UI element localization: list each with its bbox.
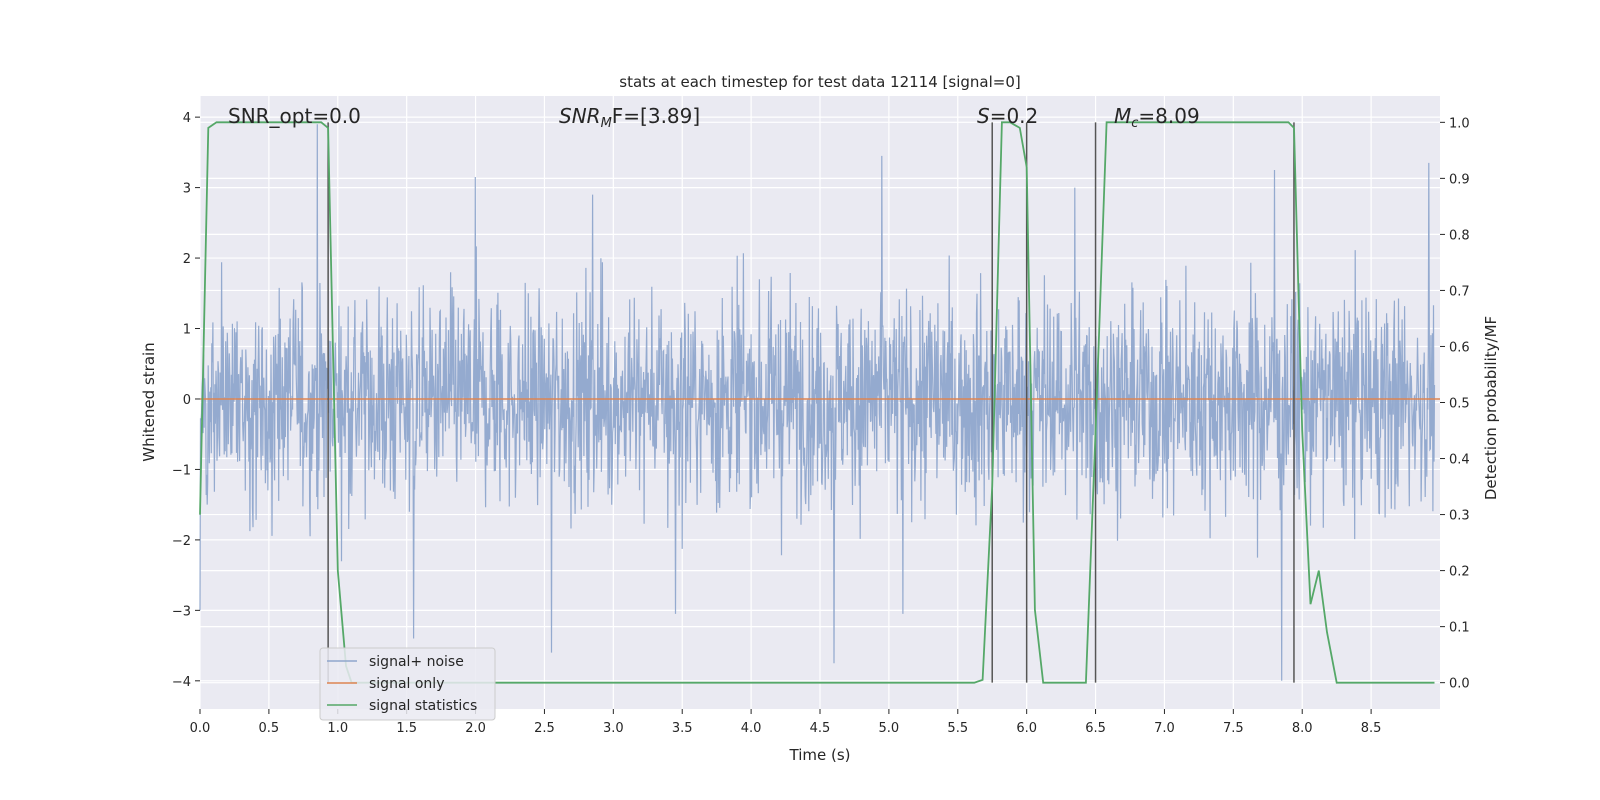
vertical-markers [327,122,1295,683]
x-tick-label: 6.5 [1085,721,1106,736]
x-tick-label: 7.5 [1223,721,1244,736]
y2-tick-label: 0.0 [1449,677,1470,692]
annotation-snr-mf-sym: SNR [559,104,601,128]
y-tick-label: 2 [183,252,191,267]
annotation-mc-sub: c [1131,116,1138,131]
x-tick-label: 3.0 [603,721,624,736]
legend: signal+ noise signal only signal statist… [319,647,496,721]
y-tick-label: 1 [183,323,191,338]
x-tick-label: 5.5 [947,721,968,736]
y2-tick-label: 0.5 [1449,397,1470,412]
y2-tick-label: 0.7 [1449,284,1470,299]
annotation-s-rest: =0.2 [990,104,1039,128]
x-axis-label: Time (s) [789,746,851,764]
x-tick-label: 5.0 [879,721,900,736]
x-tick-label: 4.0 [741,721,762,736]
y-tick-label: −1 [172,463,191,478]
signal-noise-series [199,124,1436,681]
y-tick-label: −3 [172,604,191,619]
y-tick-label: 0 [183,393,191,408]
y-tick-label: −2 [172,534,191,549]
y2-axis-label: Detection probability/MF [1482,316,1500,500]
annotation-s-sym: S [977,104,990,128]
x-tick-label: 1.5 [396,721,417,736]
y2-tick-label: 0.9 [1449,172,1470,187]
annotation-snr-mf: SNRMF=[3.89] [559,104,700,131]
annotation-mc-rest: =8.09 [1138,104,1199,128]
x-tick-label: 8.5 [1361,721,1382,736]
y-tick-label: 4 [183,111,191,126]
legend-label-signal-statistics: signal statistics [369,698,477,714]
x-tick-label: 2.0 [465,721,486,736]
annotation-snr-opt: SNR_opt=0.0 [228,104,361,128]
annotation-snr-mf-sub: M [601,116,612,131]
x-tick-label: 8.0 [1292,721,1313,736]
signal-statistics-line [199,121,1435,684]
legend-box [319,647,496,721]
x-tick-label: 0.0 [190,721,211,736]
y2-tick-label: 0.3 [1449,509,1470,524]
x-tick-label: 3.5 [672,721,693,736]
annotation-s: S=0.2 [977,104,1038,128]
legend-label-signal-noise: signal+ noise [369,654,464,670]
x-tick-label: 7.0 [1154,721,1175,736]
y2-ticks: 1.0 0.9 0.8 0.7 0.6 0.5 0.4 0.3 0.2 0.1 0.0 [1440,116,1470,692]
annotation-snr-mf-rest: F=[3.89] [612,104,700,128]
y-axis-label: Whitened strain [140,342,158,461]
legend-label-signal-only: signal only [369,676,444,692]
annotation-mc-sym: M [1114,104,1131,128]
annotation-mc: Mc=8.09 [1114,104,1200,131]
signal-statistics-series [199,121,1435,684]
y2-tick-label: 0.1 [1449,621,1470,636]
y2-tick-label: 1.0 [1449,116,1470,131]
x-tick-label: 1.0 [327,721,348,736]
y-ticks: 4 3 2 1 0 −1 −2 −3 −4 [172,111,200,690]
x-ticks: 0.0 0.5 1.0 1.5 2.0 2.5 3.0 3.5 4.0 4.5 5.0 5.5 6.0 6… [190,709,1382,736]
y2-tick-label: 0.8 [1449,228,1470,243]
y2-tick-label: 0.2 [1449,565,1470,580]
annotations: SNR_opt=0.0 SNRMF=[3.89] S=0.2 Mc=8.09 [228,104,1200,131]
chart-title: stats at each timestep for test data 121… [619,73,1020,91]
x-tick-label: 4.5 [810,721,831,736]
signal-noise-line [199,124,1436,681]
y-tick-label: −4 [172,675,191,690]
y-tick-label: 3 [183,182,191,197]
y2-tick-label: 0.4 [1449,453,1470,468]
x-tick-label: 0.5 [259,721,280,736]
x-tick-label: 2.5 [534,721,555,736]
x-tick-label: 6.0 [1016,721,1037,736]
y2-tick-label: 0.6 [1449,340,1470,355]
